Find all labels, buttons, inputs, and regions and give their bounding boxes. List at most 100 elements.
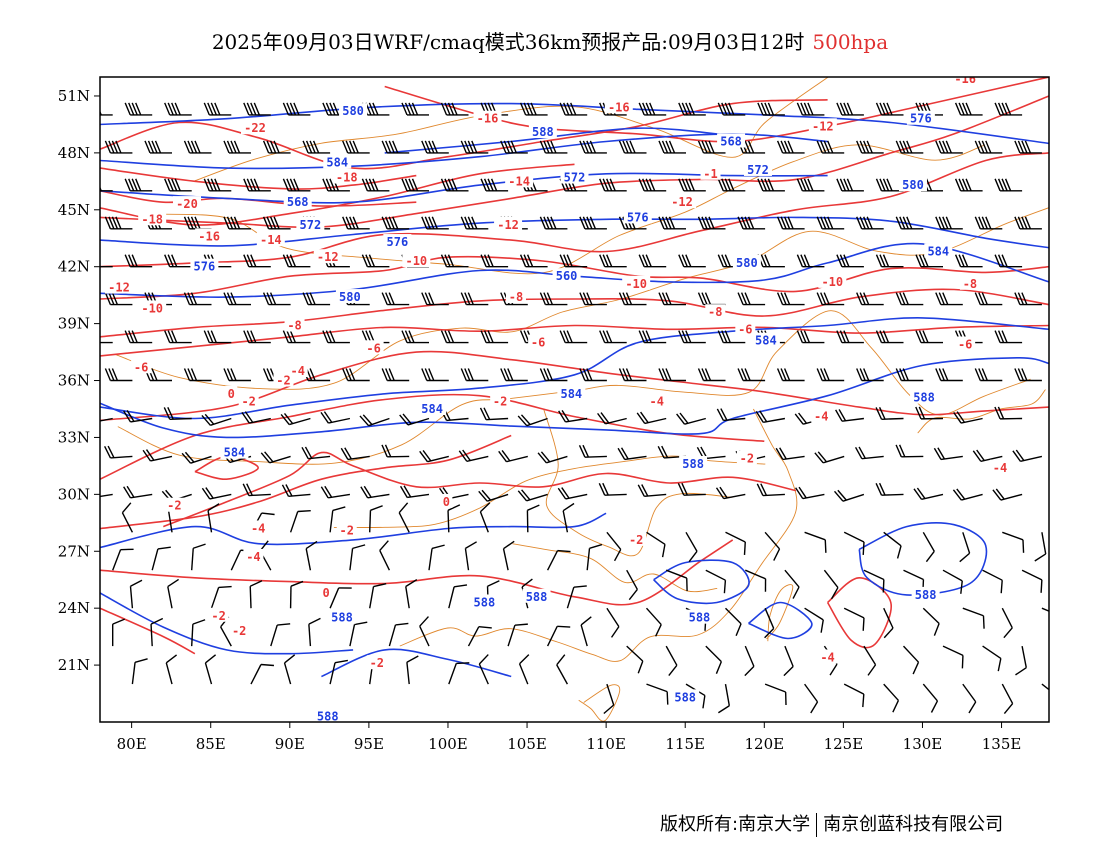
wind-barb xyxy=(1041,683,1049,699)
wind-barb xyxy=(678,102,706,116)
wind-barb xyxy=(697,216,726,230)
wind-barb xyxy=(388,622,409,647)
wind-barb xyxy=(480,330,509,344)
contour-label-bg xyxy=(238,393,259,408)
contour-label-bg xyxy=(623,209,652,224)
height-contour-label: 584 xyxy=(224,446,246,460)
contour-label-bg xyxy=(528,334,549,349)
lon-tick-label: 135E xyxy=(982,735,1022,753)
chart-title: 2025年09月03日WRF/cmaq模式36km预报产品:09月03日12时 5… xyxy=(0,26,1100,55)
wind-barb xyxy=(559,102,588,116)
wind-barb xyxy=(717,102,746,116)
temp-contour-label: -14 xyxy=(260,233,282,247)
wind-barb xyxy=(282,254,311,268)
lon-tick-label: 125E xyxy=(824,735,864,753)
temp-contour-label: -2 xyxy=(493,394,507,408)
wind-barb xyxy=(163,407,192,420)
wind-barb xyxy=(329,506,346,533)
wind-barb xyxy=(665,569,688,592)
wind-barb xyxy=(836,102,864,116)
wind-barb xyxy=(282,178,311,192)
temp-contour-label: -12 xyxy=(108,281,130,295)
wind-barb xyxy=(764,531,781,561)
wind-barb xyxy=(131,658,148,685)
wind-barb xyxy=(183,292,212,306)
wind-barb xyxy=(744,645,755,677)
contour-label-bg xyxy=(229,622,250,637)
wind-barb xyxy=(562,502,575,533)
lat-tick-label: 27N xyxy=(58,542,90,560)
contour-label-bg xyxy=(604,99,633,114)
wind-barb xyxy=(638,330,667,344)
wind-barb xyxy=(223,368,251,382)
wind-barb xyxy=(421,368,449,382)
wind-barb xyxy=(111,618,125,647)
wind-barb xyxy=(795,486,825,500)
wind-barb xyxy=(974,140,1003,154)
wind-barb xyxy=(579,368,607,382)
temp-contour-label: -2 xyxy=(232,624,246,638)
temp-contour-label: -6 xyxy=(958,337,972,351)
temp-contour xyxy=(100,163,575,226)
wind-barb xyxy=(243,102,271,116)
wind-barb xyxy=(915,406,944,420)
copyright-owner: 版权所有:南京大学 xyxy=(660,814,811,835)
temp-contour xyxy=(826,576,892,649)
wind-barb xyxy=(104,216,133,230)
wind-barb xyxy=(1014,216,1042,230)
temp-contour-label: -4 xyxy=(290,364,304,378)
wind-barb xyxy=(100,493,113,499)
wind-barb xyxy=(243,330,271,344)
contour-label-bg xyxy=(138,300,167,315)
temp-contour-label: -2 xyxy=(740,451,754,465)
contour-label-bg xyxy=(225,385,238,400)
wind-barb xyxy=(124,254,153,268)
contour-label-bg xyxy=(283,194,312,209)
wind-barb xyxy=(421,140,449,154)
temp-contour-label: -12 xyxy=(317,250,339,264)
wind-barb xyxy=(953,411,983,424)
contour-label-bg xyxy=(557,385,586,400)
wind-barb xyxy=(676,412,706,425)
wind-barb xyxy=(381,292,410,306)
height-contour-label: 584 xyxy=(560,387,582,401)
wind-barb xyxy=(546,549,571,571)
wind-barb xyxy=(836,330,864,344)
wind-barb xyxy=(201,413,232,426)
contour-label-bg xyxy=(910,389,939,404)
wind-barb xyxy=(566,585,587,609)
wind-barb xyxy=(123,485,153,499)
contour-label-bg xyxy=(296,216,325,231)
wind-barb xyxy=(935,140,963,154)
contour-label-bg xyxy=(273,372,294,387)
height-contour-label: 576 xyxy=(910,112,932,126)
contour-label-bg xyxy=(646,393,667,408)
contour-label-bg xyxy=(898,177,927,192)
wind-barb xyxy=(1014,140,1042,154)
wind-barb xyxy=(301,446,331,460)
wind-barb xyxy=(875,254,904,268)
height-contour-label: 588 xyxy=(913,391,935,405)
contour-label-bg xyxy=(818,273,847,288)
wind-barb xyxy=(478,654,489,685)
footer: 版权所有:南京大学 南京创蓝科技有限公司 xyxy=(660,810,1003,837)
temp-contour-label: -2 xyxy=(567,755,581,769)
wind-barb xyxy=(606,531,622,562)
height-contour-label: 588 xyxy=(474,595,496,609)
height-contour-label: 580 xyxy=(339,290,361,304)
contour-label-bg xyxy=(164,497,185,512)
wind-barb xyxy=(349,621,368,647)
contour-label-bg xyxy=(565,754,585,768)
contour-label-bg xyxy=(989,459,1010,474)
height-contour xyxy=(858,522,988,596)
contour-label-bg xyxy=(284,317,305,332)
lon-tick-label: 120E xyxy=(745,735,785,753)
height-contour xyxy=(653,559,750,605)
wind-barb xyxy=(717,178,746,192)
wind-barb xyxy=(895,368,924,382)
contour-label-bg xyxy=(208,607,229,622)
temp-contour-label: 0 xyxy=(323,586,330,600)
contour-label-bg xyxy=(808,118,837,133)
wind-barb xyxy=(282,330,311,344)
contour-label-bg xyxy=(751,332,780,347)
